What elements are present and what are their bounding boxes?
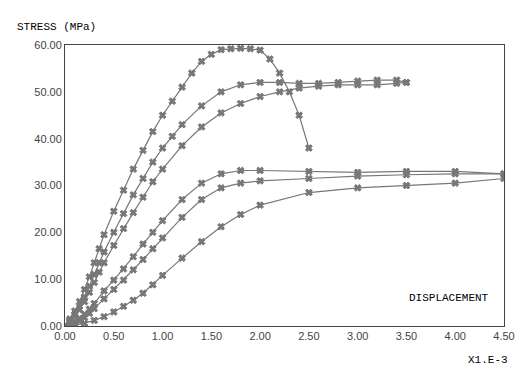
svg-text:30.00: 30.00 (34, 179, 62, 191)
svg-text:4.50: 4.50 (493, 330, 514, 342)
svg-text:4.00: 4.00 (445, 330, 466, 342)
svg-text:0.50: 0.50 (103, 330, 124, 342)
svg-text:3.00: 3.00 (347, 330, 368, 342)
svg-text:50.00: 50.00 (34, 86, 62, 98)
svg-text:0.00: 0.00 (40, 320, 61, 332)
svg-text:DISPLACEMENT: DISPLACEMENT (409, 292, 489, 304)
svg-text:60.00: 60.00 (34, 39, 62, 51)
svg-text:20.00: 20.00 (34, 226, 62, 238)
svg-text:1.50: 1.50 (201, 330, 222, 342)
svg-text:X1.E-3: X1.E-3 (468, 354, 508, 366)
svg-text:10.00: 10.00 (34, 273, 62, 285)
svg-text:2.00: 2.00 (249, 330, 270, 342)
svg-text:2.50: 2.50 (298, 330, 319, 342)
svg-text:0.00: 0.00 (54, 330, 75, 342)
svg-text:3.50: 3.50 (396, 330, 417, 342)
svg-text:40.00: 40.00 (34, 133, 62, 145)
svg-text:1.00: 1.00 (152, 330, 173, 342)
svg-text:STRESS (MPa): STRESS (MPa) (17, 21, 96, 33)
